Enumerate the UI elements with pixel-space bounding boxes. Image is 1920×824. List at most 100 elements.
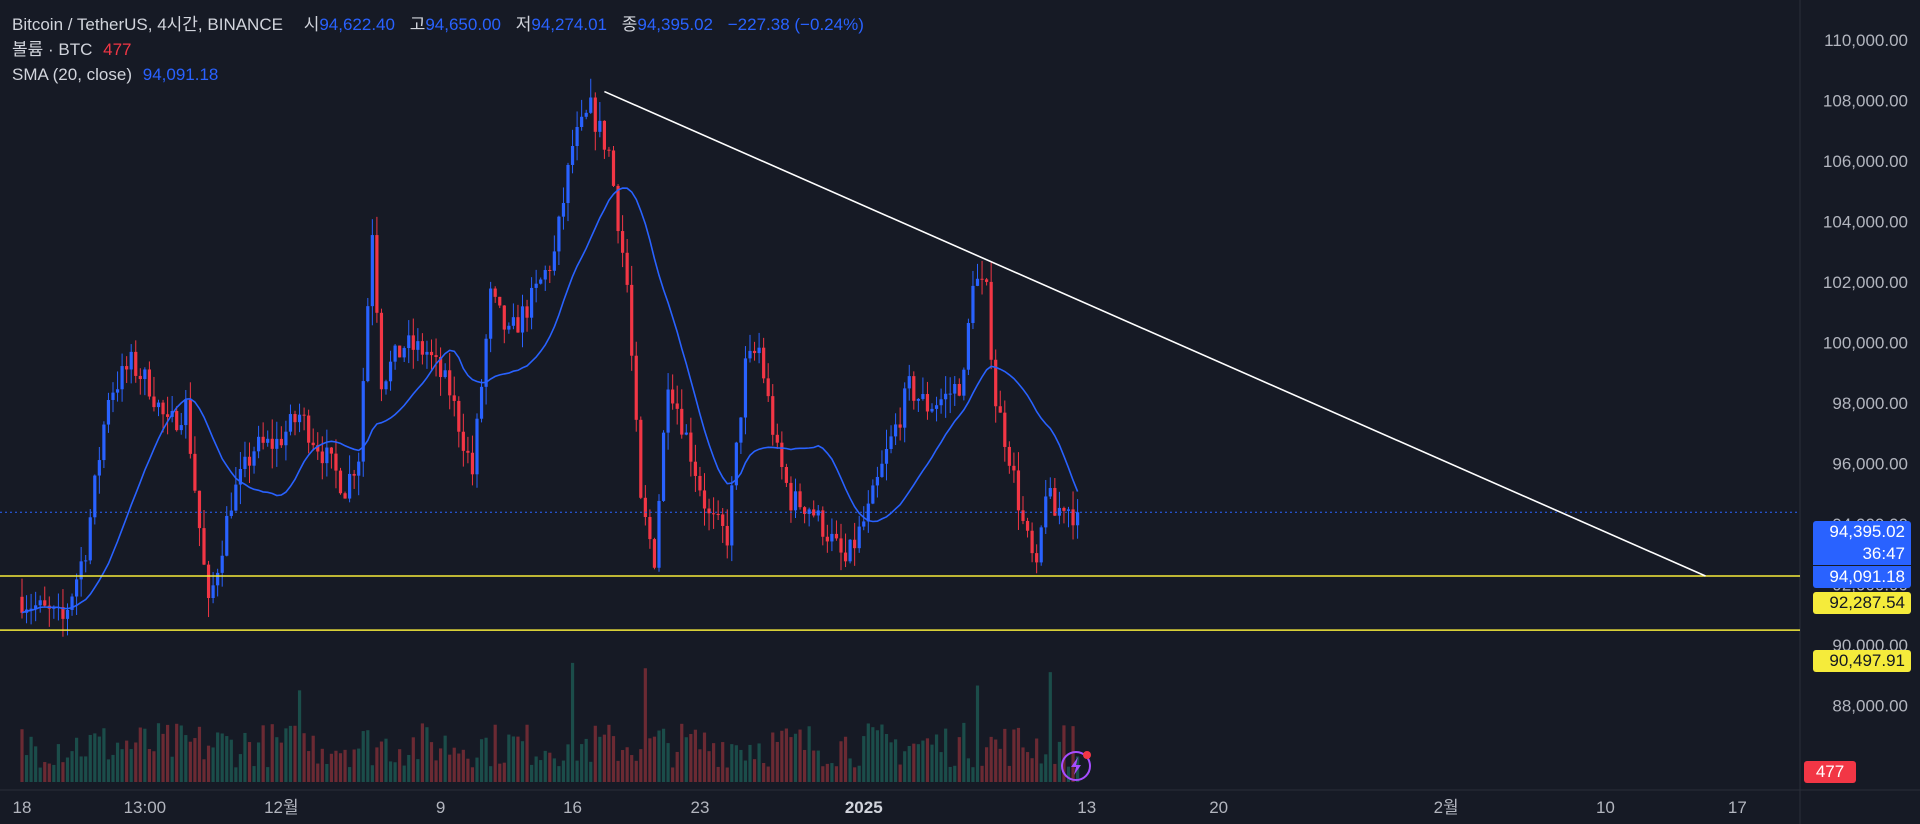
candle-body bbox=[589, 97, 593, 113]
symbol-title[interactable]: Bitcoin / TetherUS, 4시간, BINANCE bbox=[12, 15, 283, 34]
volume-bar bbox=[912, 743, 916, 782]
candle-body bbox=[689, 432, 693, 462]
candle-body bbox=[721, 514, 725, 526]
volume-bar bbox=[666, 743, 670, 782]
candle-body bbox=[202, 528, 206, 565]
candle-body bbox=[871, 485, 875, 504]
candle-body bbox=[953, 384, 957, 394]
candle-body bbox=[575, 126, 579, 147]
volume-bar bbox=[384, 738, 388, 782]
candle-body bbox=[1016, 470, 1021, 511]
candle-body bbox=[607, 149, 611, 151]
candle-body bbox=[661, 432, 666, 501]
volume-bar bbox=[543, 750, 547, 782]
x-tick-label: 10 bbox=[1596, 798, 1615, 817]
candle-body bbox=[179, 425, 183, 431]
volume-bar bbox=[584, 738, 588, 782]
candle-body bbox=[102, 424, 106, 461]
volume-bar bbox=[88, 734, 92, 782]
volume-bar bbox=[56, 744, 60, 782]
volume-bar bbox=[261, 725, 265, 782]
lightning-bolt-icon bbox=[1071, 757, 1081, 775]
candle-body bbox=[138, 375, 142, 380]
y-tick-label: 100,000.00 bbox=[1823, 334, 1908, 353]
volume-bar bbox=[115, 742, 120, 782]
volume-bar bbox=[525, 724, 529, 782]
candle-body bbox=[216, 572, 220, 586]
volume-bar bbox=[689, 734, 693, 782]
candle-body bbox=[934, 405, 939, 409]
candle-body bbox=[243, 456, 247, 469]
volume-bar bbox=[170, 756, 174, 782]
candle-body bbox=[866, 503, 870, 522]
legend-symbol-row[interactable]: Bitcoin / TetherUS, 4시간, BINANCE 시94,622… bbox=[12, 12, 864, 37]
volume-bar bbox=[866, 723, 870, 782]
volume-bar bbox=[402, 765, 406, 782]
candle-body bbox=[316, 445, 320, 452]
volume-bar bbox=[97, 736, 101, 782]
candle-body bbox=[188, 399, 192, 454]
candle-body bbox=[143, 369, 147, 380]
volume-bar bbox=[502, 762, 506, 782]
volume-bar bbox=[948, 766, 952, 782]
volume-bar bbox=[684, 737, 688, 782]
volume-bar bbox=[725, 767, 729, 782]
volume-bar bbox=[625, 747, 629, 782]
candle-body bbox=[489, 288, 493, 339]
legend-sma-row[interactable]: SMA (20, close) 94,091.18 bbox=[12, 62, 864, 87]
volume-bar bbox=[957, 737, 961, 782]
candle-body bbox=[1066, 509, 1071, 511]
candle-body bbox=[297, 414, 302, 423]
volume-bar bbox=[316, 763, 320, 782]
support-1-tag: 92,287.54 bbox=[1813, 592, 1911, 614]
volume-bar bbox=[379, 741, 384, 782]
candle-body bbox=[530, 287, 534, 318]
close-value: 94,395.02 bbox=[637, 15, 714, 34]
volume-bar bbox=[206, 745, 211, 782]
candle-body bbox=[994, 359, 998, 407]
volume-bar bbox=[211, 747, 215, 782]
candle-body bbox=[511, 317, 515, 326]
candle-body bbox=[20, 596, 24, 613]
volume-bar bbox=[184, 735, 188, 782]
legend-volume-row[interactable]: 볼륨 · BTC 477 bbox=[12, 37, 864, 62]
volume-bar bbox=[65, 757, 70, 782]
volume-bar bbox=[498, 763, 502, 782]
candle-body bbox=[894, 424, 898, 437]
candle-body bbox=[812, 509, 816, 516]
candle-body bbox=[548, 270, 552, 272]
volume-bar bbox=[388, 761, 393, 782]
volume-bar bbox=[329, 753, 333, 782]
candle-body bbox=[525, 306, 529, 318]
volume-bar bbox=[903, 751, 907, 782]
candle-body bbox=[743, 358, 748, 418]
low-label: 저 bbox=[515, 15, 532, 34]
volume-bar bbox=[1057, 741, 1061, 782]
candle-body bbox=[1021, 510, 1025, 521]
candle-body bbox=[193, 453, 197, 491]
candle-body bbox=[43, 600, 47, 606]
volume-bar bbox=[102, 728, 106, 782]
candle-body bbox=[766, 378, 770, 397]
volume-bar bbox=[921, 740, 925, 782]
candle-body bbox=[702, 490, 707, 509]
volume-bar bbox=[420, 723, 424, 782]
volume-bar bbox=[880, 724, 884, 782]
candle-body bbox=[930, 408, 934, 412]
volume-bar bbox=[452, 747, 456, 782]
candle-body bbox=[34, 605, 38, 609]
volume-bar bbox=[179, 725, 183, 782]
volume-bar bbox=[361, 731, 365, 782]
volume-bar bbox=[393, 762, 397, 782]
candle-body bbox=[470, 452, 475, 475]
x-tick-label: 2월 bbox=[1434, 798, 1459, 817]
volume-bar bbox=[593, 725, 597, 782]
candle-body bbox=[261, 436, 265, 443]
candle-body bbox=[388, 361, 393, 382]
volume-bar bbox=[1012, 729, 1016, 782]
volume-bar bbox=[598, 736, 602, 782]
volume-bar bbox=[147, 748, 151, 782]
volume-bar bbox=[152, 751, 156, 782]
